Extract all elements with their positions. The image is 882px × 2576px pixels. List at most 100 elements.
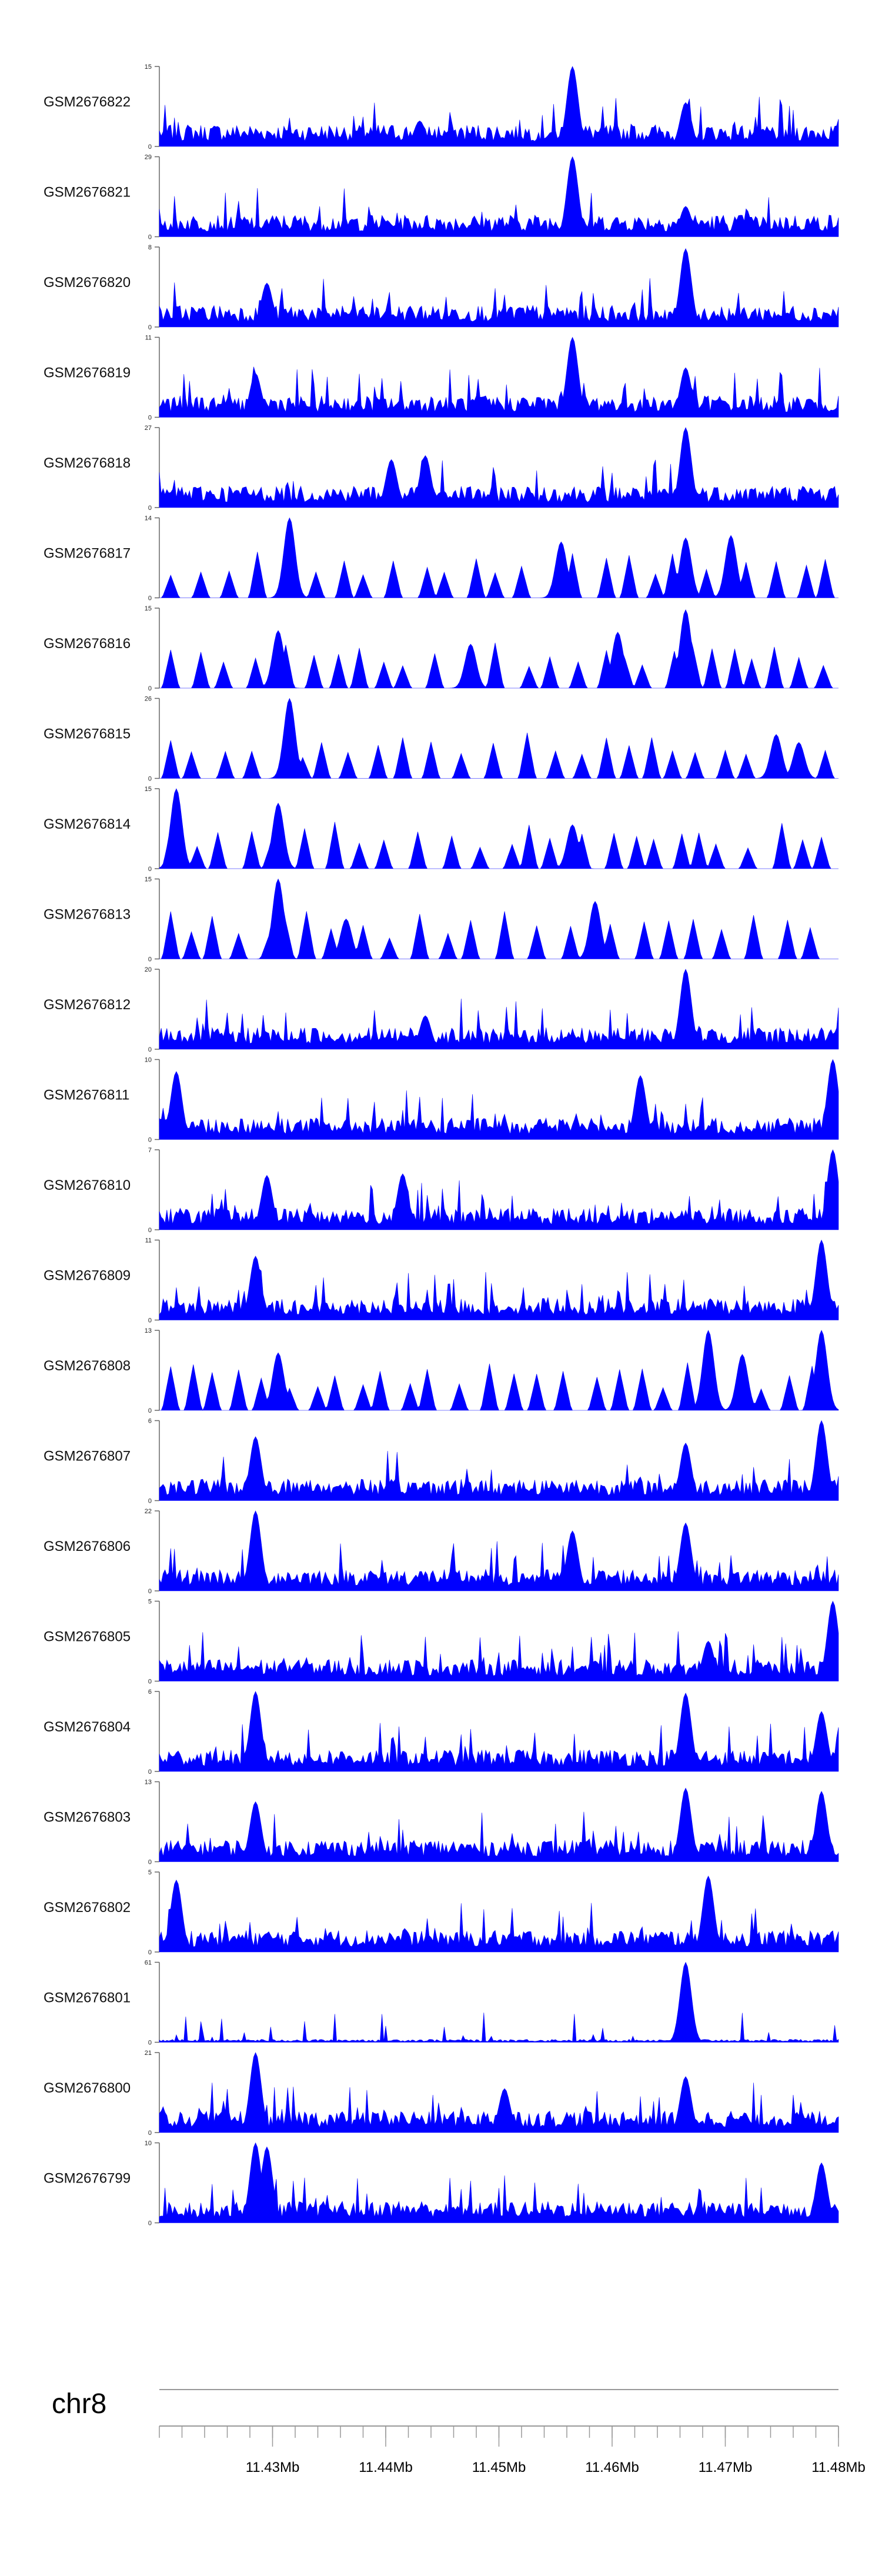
signal-area	[159, 336, 839, 418]
track-label: GSM2676814	[44, 816, 131, 832]
y-min-label: 0	[148, 1949, 152, 1956]
y-max-label: 13	[145, 1779, 152, 1786]
signal-area	[159, 248, 839, 328]
track-GSM2676815: GSM2676815 26 0	[44, 696, 838, 783]
track-GSM2676809: GSM2676809 11 0	[44, 1237, 839, 1324]
track-label: GSM2676820	[44, 275, 131, 291]
y-min-label: 0	[148, 505, 152, 512]
signal-area	[159, 1330, 839, 1411]
y-min-label: 0	[148, 1859, 152, 1866]
y-min-label: 0	[148, 866, 152, 873]
track-label: GSM2676800	[44, 2080, 131, 2096]
signal-area	[159, 1510, 839, 1591]
y-max-label: 26	[145, 696, 152, 703]
y-max-label: 10	[145, 2140, 152, 2147]
track-label: GSM2676822	[44, 94, 131, 110]
y-max-label: 20	[145, 966, 152, 973]
signal-area	[159, 1600, 839, 1681]
signal-area	[159, 1239, 839, 1320]
track-GSM2676816: GSM2676816 15 0	[44, 605, 838, 692]
tick-label: 11.47Mb	[699, 2460, 753, 2475]
track-GSM2676820: GSM2676820 8 0	[44, 244, 839, 331]
track-label: GSM2676805	[44, 1629, 131, 1645]
signal-area	[159, 1691, 839, 1772]
y-min-label: 0	[148, 956, 152, 963]
y-max-label: 21	[145, 2050, 152, 2057]
y-min-label: 0	[148, 1046, 152, 1053]
y-max-label: 5	[148, 1869, 152, 1876]
tick-label: 11.43Mb	[246, 2460, 300, 2475]
track-GSM2676810: GSM2676810 7 0	[44, 1147, 839, 1234]
signal-area	[159, 517, 838, 599]
y-min-label: 0	[148, 685, 152, 692]
track-GSM2676799: GSM2676799 10 0	[44, 2140, 839, 2227]
track-label: GSM2676809	[44, 1268, 131, 1284]
signal-area	[159, 788, 838, 869]
track-label: GSM2676801	[44, 1990, 131, 2006]
track-GSM2676806: GSM2676806 22 0	[44, 1508, 839, 1595]
y-min-label: 0	[148, 776, 152, 783]
signal-area	[159, 2142, 839, 2223]
track-GSM2676813: GSM2676813 15 0	[44, 876, 838, 963]
y-max-label: 14	[145, 515, 152, 522]
track-label: GSM2676818	[44, 455, 131, 471]
y-min-label: 0	[148, 1407, 152, 1414]
genomic-axis: chr8 11.43Mb 11.44Mb 11.45Mb 11.46Mb 11.47Mb…	[52, 2388, 866, 2475]
tick-label: 11.48Mb	[811, 2460, 866, 2475]
signal-area	[159, 427, 839, 508]
y-max-label: 22	[145, 1508, 152, 1515]
y-min-label: 0	[148, 595, 152, 602]
y-min-label: 0	[148, 1227, 152, 1234]
y-max-label: 11	[145, 1237, 152, 1244]
signal-area	[159, 1059, 839, 1140]
track-GSM2676801: GSM2676801 61 0	[44, 1960, 839, 2047]
y-min-label: 0	[148, 234, 152, 241]
track-GSM2676822: GSM2676822 15 0	[44, 64, 839, 151]
track-label: GSM2676804	[44, 1719, 131, 1735]
y-max-label: 29	[145, 154, 152, 161]
signal-area	[159, 1961, 839, 2043]
tick-label: 11.46Mb	[585, 2460, 639, 2475]
signal-area	[159, 2052, 839, 2133]
track-GSM2676805: GSM2676805 5 0	[44, 1599, 839, 1686]
track-label: GSM2676813	[44, 907, 131, 923]
y-max-label: 15	[145, 876, 152, 883]
tick-label: 11.45Mb	[472, 2460, 526, 2475]
track-label: GSM2676799	[44, 2171, 131, 2187]
track-GSM2676811: GSM2676811 10 0	[44, 1057, 839, 1144]
signal-area	[159, 609, 838, 689]
track-label: GSM2676816	[44, 636, 131, 652]
signal-area	[159, 878, 838, 959]
y-max-label: 10	[145, 1057, 152, 1064]
track-GSM2676818: GSM2676818 27 0	[44, 425, 839, 512]
y-min-label: 0	[148, 2040, 152, 2047]
track-label: GSM2676810	[44, 1177, 131, 1193]
y-min-label: 0	[148, 1498, 152, 1505]
track-GSM2676817: GSM2676817 14 0	[44, 515, 838, 602]
track-label: GSM2676811	[44, 1087, 129, 1103]
track-GSM2676802: GSM2676802 5 0	[44, 1869, 839, 1956]
signal-area	[159, 969, 839, 1050]
y-max-label: 6	[148, 1418, 152, 1425]
y-max-label: 5	[148, 1599, 152, 1606]
track-label: GSM2676817	[44, 546, 131, 562]
y-min-label: 0	[148, 2220, 152, 2227]
signal-area	[159, 66, 839, 147]
track-GSM2676803: GSM2676803 13 0	[44, 1779, 839, 1866]
signal-tracks: GSM2676822150GSM2676821290GSM267682080GS…	[44, 64, 839, 2227]
y-max-label: 15	[145, 786, 152, 793]
y-max-label: 8	[148, 244, 152, 251]
y-max-label: 7	[148, 1147, 152, 1154]
signal-area	[159, 1876, 839, 1953]
y-min-label: 0	[148, 324, 152, 331]
track-GSM2676800: GSM2676800 21 0	[44, 2050, 839, 2137]
y-max-label: 61	[145, 1960, 152, 1967]
y-max-label: 15	[145, 64, 152, 71]
track-label: GSM2676803	[44, 1810, 131, 1826]
track-label: GSM2676808	[44, 1358, 131, 1374]
track-GSM2676808: GSM2676808 13 0	[44, 1327, 839, 1414]
y-min-label: 0	[148, 1588, 152, 1595]
signal-area	[159, 1149, 839, 1230]
y-min-label: 0	[148, 1769, 152, 1776]
signal-area	[159, 1787, 839, 1862]
